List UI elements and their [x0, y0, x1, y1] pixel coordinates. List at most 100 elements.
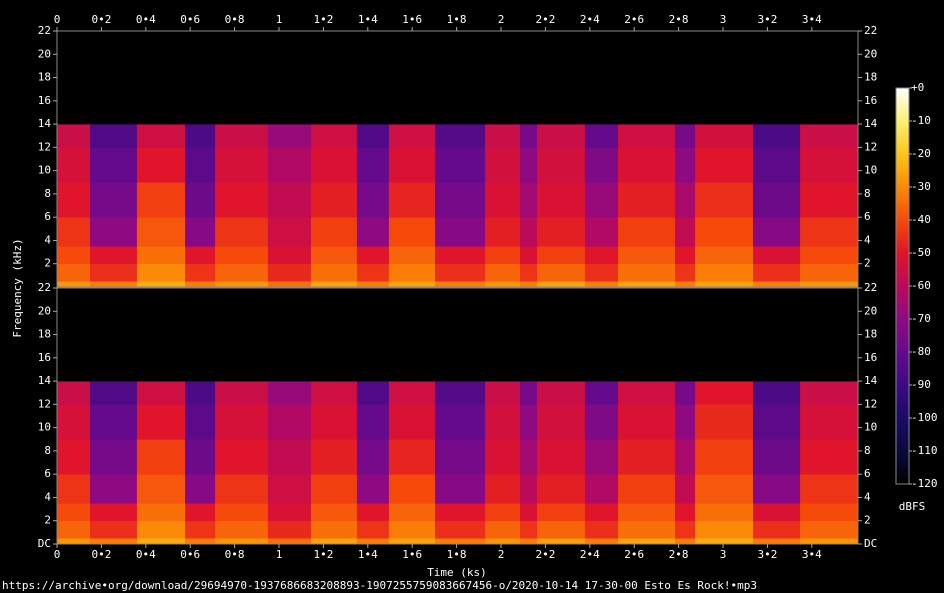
heat-cell [215, 404, 269, 440]
x-tick-label: 0 [54, 13, 61, 26]
y-axis-label: Frequency (kHz) [11, 238, 24, 337]
heat-cell [520, 31, 538, 125]
heat-cell [267, 474, 312, 504]
colorbar-tick-label: -20 [911, 147, 931, 160]
heat-cell [536, 520, 586, 539]
y-tick-label: 18 [864, 328, 877, 341]
heat-cell [618, 503, 676, 522]
heat-cell [185, 288, 216, 382]
heat-cell [695, 404, 754, 440]
heat-cell [584, 281, 619, 288]
heat-cell [310, 439, 358, 475]
heat-cell [584, 439, 619, 475]
heat-cell [485, 538, 521, 545]
heat-cell [388, 182, 436, 218]
colorbar-tick-label: -10 [911, 114, 931, 127]
heat-cell [90, 474, 138, 504]
heat-cell [675, 404, 696, 440]
heat-cell [520, 182, 538, 218]
heat-cell [388, 381, 436, 405]
colorbar-tick-label: -100 [911, 411, 938, 424]
x-tick-label: 0•6 [180, 13, 200, 26]
heat-cell [90, 281, 138, 288]
heat-cell [675, 246, 696, 265]
x-tick-label: 2•2 [535, 548, 555, 561]
heat-cell [618, 439, 676, 475]
x-tick-label: 2 [498, 548, 505, 561]
heat-cell [584, 503, 619, 522]
heat-cell [485, 217, 521, 247]
heat-cell [185, 124, 216, 148]
heat-cell [752, 520, 801, 539]
heat-cell [695, 246, 754, 265]
heat-cell [485, 147, 521, 183]
heat-cell [584, 147, 619, 183]
heat-cell [356, 263, 390, 282]
heat-cell [520, 404, 538, 440]
x-tick-label: 0•8 [225, 548, 245, 561]
heat-cell [310, 520, 358, 539]
heat-cell [618, 217, 676, 247]
heat-cell [136, 31, 186, 125]
plot-frame [56, 30, 859, 288]
heat-cell [800, 246, 859, 265]
heat-cell [536, 404, 586, 440]
heat-cell [752, 503, 801, 522]
heat-cell [695, 31, 754, 125]
heat-cell [618, 263, 676, 282]
heat-cell [800, 404, 859, 440]
x-tick-label: 3•2 [757, 548, 777, 561]
y-tick-label: 2 [864, 257, 871, 270]
heat-cell [485, 281, 521, 288]
heat-cell [435, 31, 486, 125]
x-tick-label: 0•6 [180, 548, 200, 561]
heat-cell [752, 217, 801, 247]
heat-cell [584, 217, 619, 247]
heat-cell [675, 474, 696, 504]
heat-cell [800, 124, 859, 148]
heat-cell [136, 124, 186, 148]
y-tick-label: 8 [44, 444, 51, 457]
heat-cell [485, 520, 521, 539]
heat-cell [435, 217, 486, 247]
heat-cell [435, 503, 486, 522]
heat-cell [310, 281, 358, 288]
y-tick-label: 4 [44, 233, 51, 246]
caption: https://archive•org/download/29694970-19… [2, 579, 757, 592]
heat-cell [356, 31, 390, 125]
heat-cell [800, 263, 859, 282]
heat-cell [136, 538, 186, 545]
x-tick-label: 0•2 [91, 548, 111, 561]
heat-cell [618, 288, 676, 382]
heat-cell [136, 288, 186, 382]
y-tick-label: 18 [864, 71, 877, 84]
heat-cell [485, 182, 521, 218]
y-tick-label: 8 [44, 187, 51, 200]
heat-cell [536, 281, 586, 288]
heat-cell [520, 538, 538, 545]
x-tick-label: 3 [720, 548, 727, 561]
y-tick-label: 10 [864, 421, 877, 434]
heat-cell [536, 217, 586, 247]
y-tick-label: 20 [38, 304, 51, 317]
heat-cell [90, 246, 138, 265]
heat-cell [584, 182, 619, 218]
x-tick-label: 2•2 [535, 13, 555, 26]
heat-cell [388, 217, 436, 247]
heat-cell [90, 217, 138, 247]
y-tick-label: 22 [864, 281, 877, 294]
y-tick-label: 22 [38, 281, 51, 294]
heat-cell [752, 182, 801, 218]
heat-cell [185, 404, 216, 440]
heat-cell [185, 538, 216, 545]
y-tick-label: 16 [38, 94, 51, 107]
heat-cell [90, 538, 138, 545]
heat-cell [536, 147, 586, 183]
heat-cell [618, 404, 676, 440]
heat-cell [356, 217, 390, 247]
heat-cell [675, 147, 696, 183]
heat-cell [695, 439, 754, 475]
heat-cell [485, 263, 521, 282]
y-tick-label: 6 [864, 467, 871, 480]
heat-cell [215, 263, 269, 282]
